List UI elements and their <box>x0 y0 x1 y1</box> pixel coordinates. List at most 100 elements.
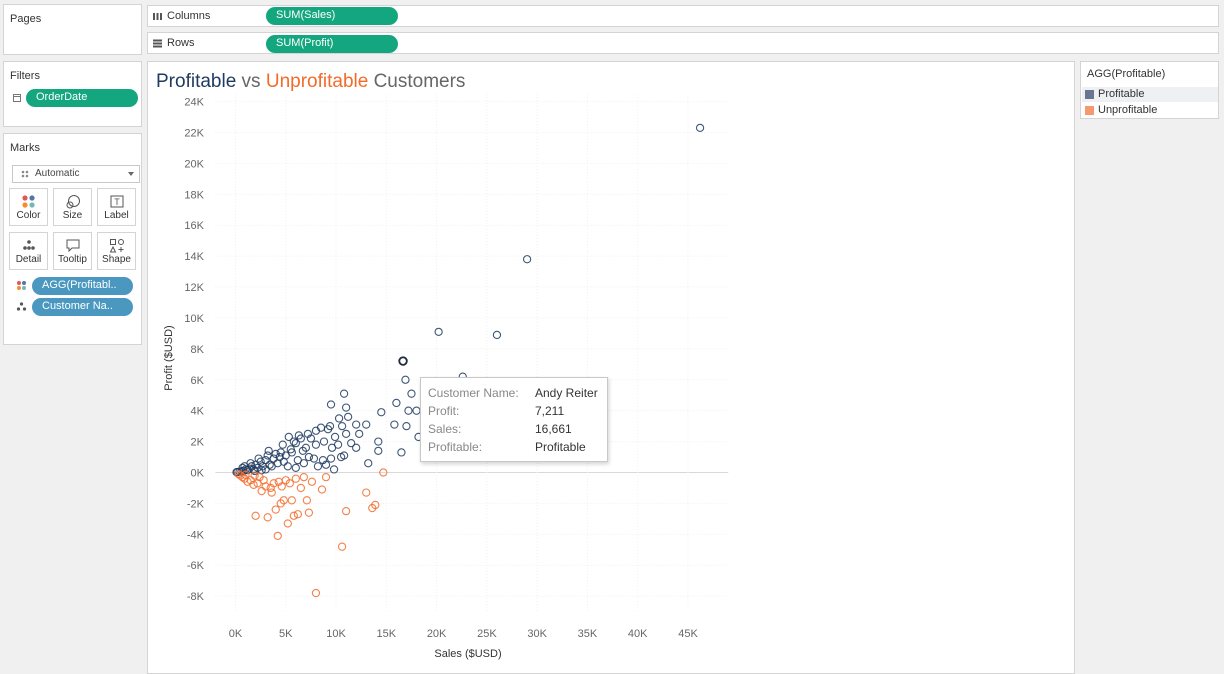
data-point-unprofitable <box>269 479 278 488</box>
filter-calendar-icon <box>13 94 21 102</box>
data-point-profitable <box>352 443 361 452</box>
data-point-unprofitable <box>250 471 259 480</box>
legend-label-profitable: Profitable <box>1098 88 1145 100</box>
y-tick-label: 4K <box>191 406 205 418</box>
data-point-profitable <box>374 446 383 456</box>
x-tick-label: 10K <box>326 628 346 640</box>
x-tick-label: 0K <box>229 628 243 640</box>
data-point-profitable <box>695 123 705 133</box>
data-point-unprofitable <box>287 496 296 505</box>
data-point-profitable <box>263 451 272 460</box>
shape-button-label: Shape <box>102 254 131 265</box>
y-tick-label: 0K <box>191 468 205 480</box>
y-tick-label: 18K <box>184 189 204 201</box>
marks-field-customer-name[interactable]: Customer Na.. <box>32 298 133 316</box>
color-button[interactable]: Color <box>9 188 48 226</box>
x-tick-label: 5K <box>279 628 293 640</box>
data-point-profitable <box>364 459 373 468</box>
data-point-profitable <box>326 400 336 409</box>
tooltip-row-sales: Sales: 16,661 <box>428 422 572 436</box>
color-field-icon <box>17 281 26 290</box>
columns-shelf[interactable]: Columns SUM(Sales) <box>147 5 1219 27</box>
data-point-profitable <box>337 421 347 431</box>
legend-item-unprofitable[interactable]: Unprofitable <box>1082 103 1218 118</box>
x-tick-label: 30K <box>527 628 547 640</box>
size-icon <box>66 195 80 209</box>
data-point-unprofitable <box>307 477 317 486</box>
data-point-profitable <box>329 465 339 474</box>
legend-panel: AGG(Profitable) Profitable Unprofitable <box>1080 61 1219 119</box>
data-point-unprofitable <box>241 470 250 479</box>
shape-button[interactable]: Shape <box>97 232 136 270</box>
data-point-unprofitable <box>255 472 264 482</box>
y-tick-label: 10K <box>184 313 204 325</box>
data-point-profitable <box>352 420 361 429</box>
marks-panel: Marks Automatic Color Size T Label Detai… <box>3 133 142 345</box>
legend-item-profitable[interactable]: Profitable <box>1082 87 1218 102</box>
legend-title: AGG(Profitable) <box>1087 68 1166 80</box>
tooltip-key: Sales: <box>428 422 462 436</box>
data-point-profitable <box>294 431 303 440</box>
tooltip-button[interactable]: Tooltip <box>53 232 92 270</box>
detail-field-icon <box>16 302 27 311</box>
rows-pill-sum-profit[interactable]: SUM(Profit) <box>266 35 398 53</box>
data-point-unprofitable <box>289 511 298 520</box>
data-point-unprofitable <box>296 483 306 493</box>
data-point-profitable <box>341 403 351 412</box>
data-point-profitable <box>298 446 308 456</box>
mark-type-dropdown[interactable]: Automatic <box>12 165 140 183</box>
size-button-label: Size <box>62 210 83 221</box>
tooltip-popup: Customer Name: Andy Reiter Profit: 7,211 S… <box>420 377 608 462</box>
data-point-profitable <box>278 440 287 449</box>
columns-pill-sum-sales[interactable]: SUM(Sales) <box>266 7 398 25</box>
tooltip-row-profitable: Profitable: Profitable <box>428 440 586 454</box>
data-point-profitable <box>377 408 386 417</box>
data-point-profitable <box>284 432 293 442</box>
label-button[interactable]: T Label <box>97 188 136 226</box>
detail-button[interactable]: Detail <box>9 232 48 270</box>
data-point-unprofitable <box>379 468 388 477</box>
data-point-unprofitable <box>337 542 347 551</box>
data-point-profitable <box>276 448 285 457</box>
tooltip-value: 16,661 <box>535 422 572 436</box>
rows-icon <box>153 39 162 47</box>
y-tick-label: -4K <box>187 529 205 541</box>
y-tick-label: 2K <box>191 437 205 449</box>
highlighted-data-point <box>398 356 408 366</box>
x-tick-label: 25K <box>477 628 497 640</box>
data-point-unprofitable <box>277 482 286 491</box>
y-tick-label: 8K <box>191 344 205 356</box>
columns-shelf-label: Columns <box>153 10 210 22</box>
marks-field-agg-profitable[interactable]: AGG(Profitabl.. <box>32 277 133 295</box>
data-point-unprofitable <box>317 485 327 494</box>
filters-panel: Filters OrderDate <box>3 61 142 127</box>
color-button-label: Color <box>16 210 41 221</box>
mark-type-icon <box>21 170 29 178</box>
size-button[interactable]: Size <box>53 188 92 226</box>
y-tick-label: 14K <box>184 251 204 263</box>
data-point-profitable <box>401 375 410 384</box>
data-point-profitable <box>362 420 371 429</box>
data-point-profitable <box>313 462 323 471</box>
data-point-unprofitable <box>279 496 288 505</box>
tooltip-key: Customer Name: <box>428 386 519 400</box>
data-point-unprofitable <box>251 511 260 520</box>
data-point-unprofitable <box>271 505 280 514</box>
data-point-unprofitable <box>362 488 371 497</box>
legend-swatch-unprofitable <box>1085 106 1094 115</box>
rows-shelf[interactable]: Rows SUM(Profit) <box>147 32 1219 54</box>
worksheet: Profitable vs Unprofitable Customers <box>147 61 1075 674</box>
x-tick-label: 20K <box>427 628 447 640</box>
filter-pill-orderdate[interactable]: OrderDate <box>26 89 138 107</box>
data-point-profitable <box>434 327 443 337</box>
label-icon: T <box>110 195 124 208</box>
tooltip-key: Profitable: <box>428 440 483 454</box>
tooltip-row-profit: Profit: 7,211 <box>428 404 564 418</box>
columns-icon <box>153 12 162 20</box>
data-point-unprofitable <box>246 476 255 485</box>
label-button-label: Label <box>104 210 129 221</box>
y-tick-label: 6K <box>191 375 205 387</box>
data-point-unprofitable <box>267 488 276 497</box>
chevron-down-icon <box>128 172 134 176</box>
